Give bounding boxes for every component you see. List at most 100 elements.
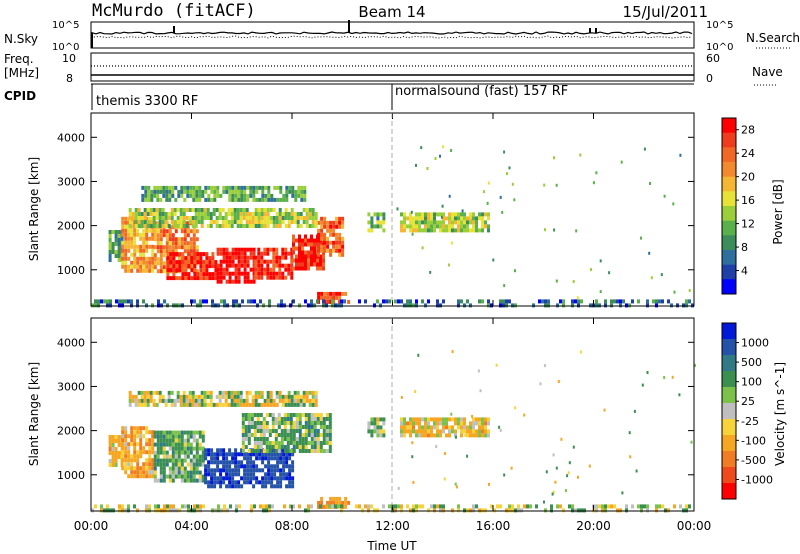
heatmap-cell <box>197 212 201 216</box>
heatmap-cell <box>379 224 383 229</box>
heatmap-cell <box>433 425 436 430</box>
heatmap-cell <box>325 504 328 509</box>
heatmap-cell <box>590 268 592 272</box>
heatmap-cell <box>316 242 319 247</box>
heatmap-cell <box>187 508 190 513</box>
heatmap-cell <box>213 460 217 465</box>
heatmap-cell <box>192 434 196 439</box>
heatmap-cell <box>275 390 279 395</box>
heatmap-cell <box>230 212 234 216</box>
heatmap-cell <box>230 394 234 399</box>
heatmap-cell <box>282 468 286 473</box>
heatmap-cell <box>409 220 412 225</box>
heatmap-cell <box>151 446 155 451</box>
heatmap-cell <box>667 508 670 513</box>
heatmap-cell <box>182 216 186 220</box>
heatmap-cell <box>478 228 481 233</box>
heatmap-cell <box>442 224 445 229</box>
heatmap-cell <box>278 390 282 395</box>
heatmap-cell <box>148 228 152 233</box>
heatmap-cell <box>127 256 131 261</box>
heatmap-cell <box>231 480 235 485</box>
heatmap-cell <box>186 430 190 435</box>
heatmap-cell <box>230 208 234 212</box>
heatmap-cell <box>173 224 177 228</box>
heatmap-cell <box>305 394 309 399</box>
heatmap-cell <box>276 484 280 489</box>
heatmap-cell <box>231 255 235 260</box>
heatmap-cell <box>207 468 211 473</box>
heatmap-cell <box>156 261 160 266</box>
heatmap-cell <box>290 402 294 407</box>
heatmap-cell <box>153 229 157 234</box>
heatmap-cell <box>114 451 118 455</box>
heatmap-cell <box>545 470 548 474</box>
heatmap-cell <box>168 434 172 439</box>
heatmap-cell <box>189 450 193 455</box>
heatmap-cell <box>255 476 259 481</box>
heatmap-cell <box>253 437 257 441</box>
heatmap-cell <box>283 303 286 308</box>
heatmap-cell <box>326 291 330 296</box>
heatmap-cell <box>145 474 149 479</box>
heatmap-cell <box>273 448 277 453</box>
heatmap-cell <box>97 303 100 308</box>
heatmap-cell <box>475 421 478 426</box>
heatmap-cell <box>260 263 264 268</box>
heatmap-cell <box>283 433 287 437</box>
heatmap-cell <box>637 299 640 304</box>
heatmap-cell <box>243 247 247 252</box>
heatmap-cell <box>305 212 309 216</box>
heatmap-cell <box>121 438 125 443</box>
heatmap-cell <box>145 450 149 455</box>
heatmap-cell <box>111 459 115 463</box>
heatmap-cell <box>137 398 141 403</box>
heatmap-cell <box>299 402 303 407</box>
heatmap-cell <box>151 264 155 269</box>
heatmap-cell <box>640 508 643 513</box>
heatmap-cell <box>187 504 190 509</box>
heatmap-cell <box>334 504 337 509</box>
heatmap-cell <box>124 508 127 513</box>
heatmap-cell <box>329 291 333 296</box>
heatmap-cell <box>228 480 232 485</box>
heatmap-cell <box>211 252 215 257</box>
heatmap-cell <box>166 264 170 269</box>
heatmap-cell <box>165 237 169 242</box>
heatmap-cell <box>185 394 189 399</box>
heatmap-cell <box>196 504 199 509</box>
heatmap-cell <box>448 216 451 221</box>
heatmap-cell <box>145 256 149 261</box>
heatmap-cell <box>139 264 143 269</box>
heatmap-cell <box>210 456 214 461</box>
heatmap-cell <box>159 438 163 443</box>
heatmap-cell <box>335 500 339 505</box>
heatmap-cell <box>487 433 490 438</box>
heatmap-cell <box>264 185 268 190</box>
heatmap-cell <box>235 504 238 509</box>
heatmap-cell <box>316 445 320 449</box>
heatmap-cell <box>170 216 174 220</box>
nsky-trace <box>90 20 693 48</box>
y-tick-label: 4000 <box>57 131 85 144</box>
heatmap-cell <box>219 460 223 465</box>
heatmap-cell <box>347 299 351 304</box>
heatmap-cell <box>193 299 196 304</box>
heatmap-cell <box>292 234 295 239</box>
heatmap-cell <box>257 394 261 399</box>
heatmap-cell <box>279 476 283 481</box>
heatmap-cell <box>341 252 345 257</box>
heatmap-cell <box>192 458 196 463</box>
heatmap-cell <box>252 484 256 489</box>
heatmap-cell <box>240 197 244 202</box>
heatmap-cell <box>685 303 688 308</box>
heatmap-cell <box>213 484 217 489</box>
heatmap-cell <box>106 303 109 308</box>
x-tick-label: 08:00 <box>275 519 310 533</box>
heatmap-cell <box>180 442 184 447</box>
heatmap-cell <box>484 421 487 426</box>
heatmap-cell <box>589 303 592 308</box>
heatmap-cell <box>108 234 112 238</box>
heatmap-cell <box>175 268 179 273</box>
heatmap-cell <box>237 460 241 465</box>
